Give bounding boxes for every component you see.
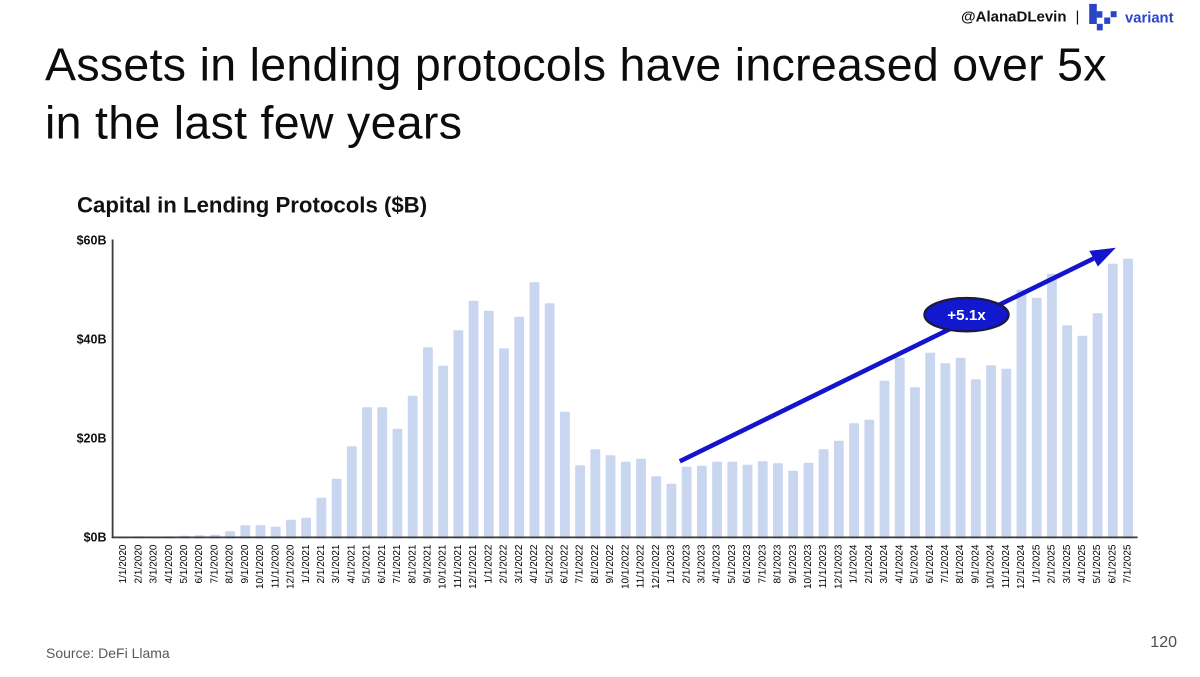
svg-text:5/1/2023: 5/1/2023 — [727, 544, 738, 583]
svg-text:9/1/2022: 9/1/2022 — [605, 544, 616, 583]
svg-text:120: 120 — [1150, 634, 1177, 651]
svg-text:Source: DeFi Llama: Source: DeFi Llama — [46, 645, 170, 661]
svg-text:1/1/2021: 1/1/2021 — [301, 544, 312, 583]
svg-text:8/1/2020: 8/1/2020 — [225, 544, 236, 583]
svg-text:1/1/2025: 1/1/2025 — [1031, 544, 1042, 583]
svg-text:9/1/2020: 9/1/2020 — [240, 544, 251, 583]
svg-text:6/1/2025: 6/1/2025 — [1107, 544, 1118, 583]
svg-text:12/1/2020: 12/1/2020 — [286, 544, 297, 589]
svg-text:$60B: $60B — [77, 234, 107, 248]
svg-text:7/1/2024: 7/1/2024 — [940, 544, 951, 583]
svg-text:@AlanaDLevin: @AlanaDLevin — [961, 9, 1066, 26]
svg-text:3/1/2025: 3/1/2025 — [1062, 544, 1073, 583]
svg-text:12/1/2022: 12/1/2022 — [651, 544, 662, 589]
svg-text:4/1/2023: 4/1/2023 — [712, 544, 723, 583]
svg-text:3/1/2023: 3/1/2023 — [697, 544, 708, 583]
svg-text:3/1/2021: 3/1/2021 — [331, 544, 342, 583]
svg-text:9/1/2021: 9/1/2021 — [423, 544, 434, 583]
svg-text:|: | — [1076, 9, 1080, 26]
svg-text:$0B: $0B — [84, 531, 107, 545]
svg-text:10/1/2024: 10/1/2024 — [986, 544, 997, 589]
svg-text:4/1/2020: 4/1/2020 — [164, 544, 175, 583]
svg-text:6/1/2021: 6/1/2021 — [377, 544, 388, 583]
svg-text:7/1/2025: 7/1/2025 — [1123, 544, 1134, 583]
svg-text:12/1/2024: 12/1/2024 — [1016, 544, 1027, 589]
svg-text:6/1/2023: 6/1/2023 — [742, 544, 753, 583]
svg-text:2/1/2020: 2/1/2020 — [133, 544, 144, 583]
svg-text:5/1/2021: 5/1/2021 — [362, 544, 373, 583]
svg-text:5/1/2024: 5/1/2024 — [910, 544, 921, 583]
svg-text:4/1/2025: 4/1/2025 — [1077, 544, 1088, 583]
svg-text:3/1/2022: 3/1/2022 — [514, 544, 525, 583]
svg-text:2/1/2025: 2/1/2025 — [1047, 544, 1058, 583]
svg-text:1/1/2022: 1/1/2022 — [483, 544, 494, 583]
svg-text:Capital in Lending Protocols (: Capital in Lending Protocols ($B) — [77, 193, 427, 218]
svg-text:1/1/2023: 1/1/2023 — [666, 544, 677, 583]
svg-text:12/1/2023: 12/1/2023 — [834, 544, 845, 589]
svg-text:in the last few years: in the last few years — [45, 96, 462, 148]
svg-text:6/1/2024: 6/1/2024 — [925, 544, 936, 583]
svg-text:$20B: $20B — [77, 432, 107, 446]
svg-text:10/1/2023: 10/1/2023 — [803, 544, 814, 589]
svg-text:variant: variant — [1125, 11, 1174, 27]
svg-text:3/1/2024: 3/1/2024 — [879, 544, 890, 583]
svg-text:+5.1x: +5.1x — [947, 307, 986, 324]
svg-text:3/1/2020: 3/1/2020 — [149, 544, 160, 583]
svg-text:4/1/2024: 4/1/2024 — [894, 544, 905, 583]
svg-text:6/1/2020: 6/1/2020 — [194, 544, 205, 583]
svg-text:Assets in lending protocols ha: Assets in lending protocols have increas… — [45, 38, 1107, 90]
svg-text:7/1/2023: 7/1/2023 — [757, 544, 768, 583]
svg-text:8/1/2023: 8/1/2023 — [773, 544, 784, 583]
svg-text:9/1/2023: 9/1/2023 — [788, 544, 799, 583]
svg-text:5/1/2020: 5/1/2020 — [179, 544, 190, 583]
svg-text:10/1/2022: 10/1/2022 — [620, 544, 631, 589]
svg-text:1/1/2024: 1/1/2024 — [849, 544, 860, 583]
svg-text:2/1/2024: 2/1/2024 — [864, 544, 875, 583]
svg-text:$40B: $40B — [77, 333, 107, 347]
svg-text:2/1/2022: 2/1/2022 — [499, 544, 510, 583]
svg-text:11/1/2024: 11/1/2024 — [1001, 544, 1012, 588]
svg-text:11/1/2021: 11/1/2021 — [453, 544, 464, 588]
svg-text:7/1/2022: 7/1/2022 — [575, 544, 586, 583]
svg-text:12/1/2021: 12/1/2021 — [468, 544, 479, 589]
svg-text:2/1/2021: 2/1/2021 — [316, 544, 327, 583]
svg-text:2/1/2023: 2/1/2023 — [681, 544, 692, 583]
svg-text:11/1/2022: 11/1/2022 — [636, 544, 647, 588]
svg-text:6/1/2022: 6/1/2022 — [560, 544, 571, 583]
svg-text:5/1/2022: 5/1/2022 — [544, 544, 555, 583]
svg-text:1/1/2020: 1/1/2020 — [118, 544, 129, 583]
svg-text:4/1/2021: 4/1/2021 — [346, 544, 357, 583]
svg-text:9/1/2024: 9/1/2024 — [970, 544, 981, 583]
svg-text:10/1/2020: 10/1/2020 — [255, 544, 266, 589]
svg-text:4/1/2022: 4/1/2022 — [529, 544, 540, 583]
svg-text:11/1/2023: 11/1/2023 — [818, 544, 829, 588]
svg-text:10/1/2021: 10/1/2021 — [438, 544, 449, 589]
svg-text:7/1/2021: 7/1/2021 — [392, 544, 403, 583]
svg-text:7/1/2020: 7/1/2020 — [209, 544, 220, 583]
svg-text:8/1/2024: 8/1/2024 — [955, 544, 966, 583]
svg-text:5/1/2025: 5/1/2025 — [1092, 544, 1103, 583]
svg-text:11/1/2020: 11/1/2020 — [270, 544, 281, 588]
svg-text:8/1/2022: 8/1/2022 — [590, 544, 601, 583]
svg-text:8/1/2021: 8/1/2021 — [407, 544, 418, 583]
